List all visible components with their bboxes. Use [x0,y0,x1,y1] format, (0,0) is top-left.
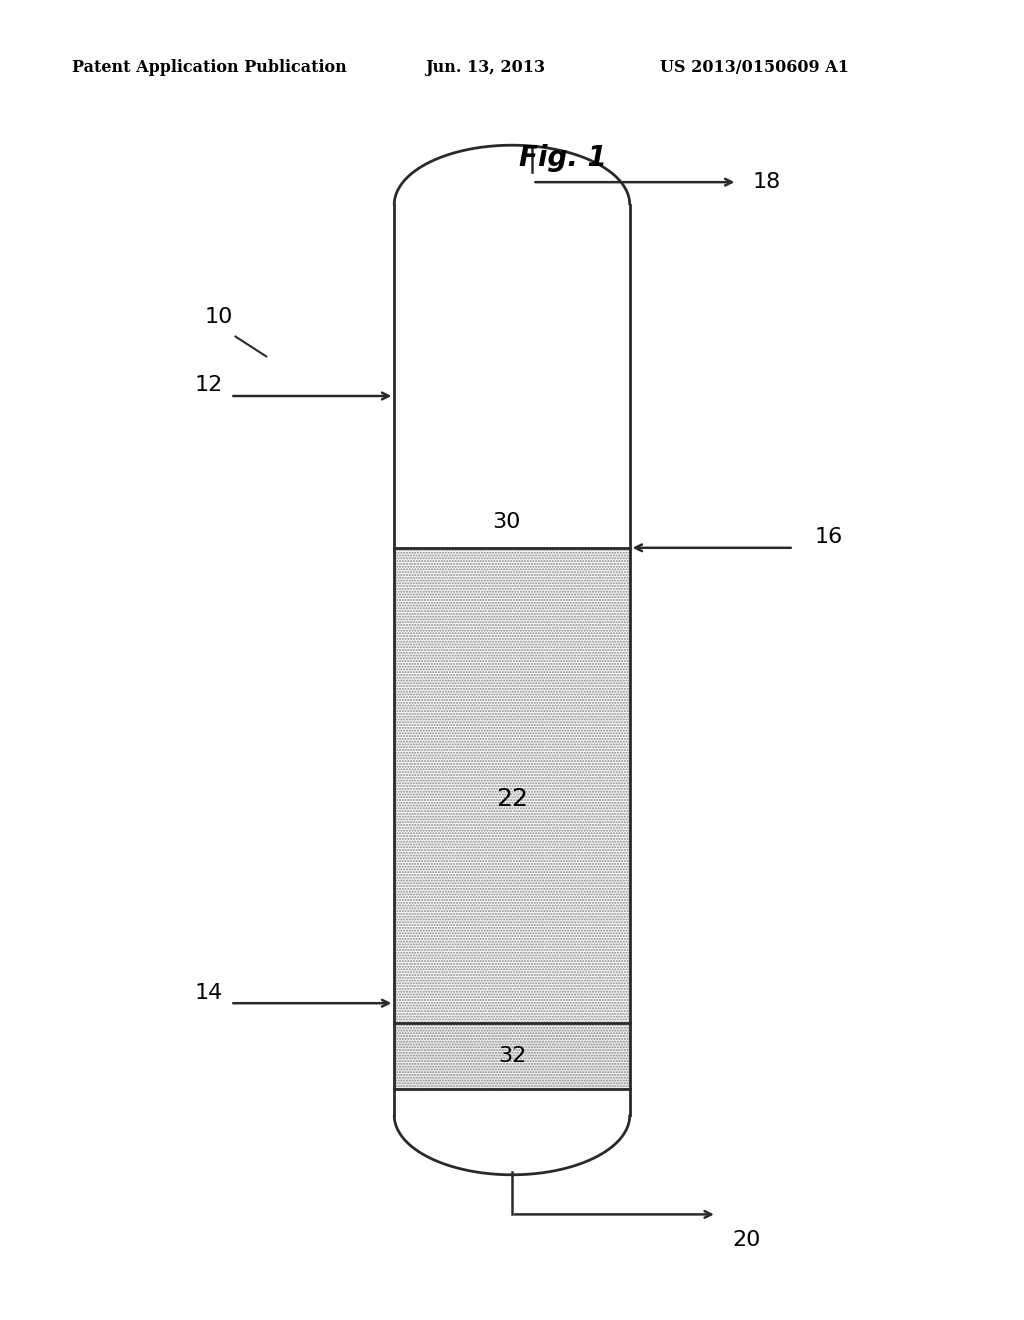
Text: 10: 10 [205,306,233,327]
Text: Fig. 1: Fig. 1 [519,144,607,173]
Text: 32: 32 [498,1045,526,1067]
Text: 18: 18 [753,172,781,193]
Text: Patent Application Publication: Patent Application Publication [72,59,346,77]
Text: 20: 20 [732,1230,761,1250]
Polygon shape [394,1023,630,1089]
Text: 30: 30 [493,512,521,532]
Polygon shape [394,548,630,1023]
Text: US 2013/0150609 A1: US 2013/0150609 A1 [660,59,850,77]
Polygon shape [394,145,630,1175]
Text: 16: 16 [814,527,843,548]
Text: 14: 14 [195,982,223,1003]
Text: Jun. 13, 2013: Jun. 13, 2013 [425,59,545,77]
Text: 12: 12 [195,375,223,396]
Text: 22: 22 [496,787,528,810]
